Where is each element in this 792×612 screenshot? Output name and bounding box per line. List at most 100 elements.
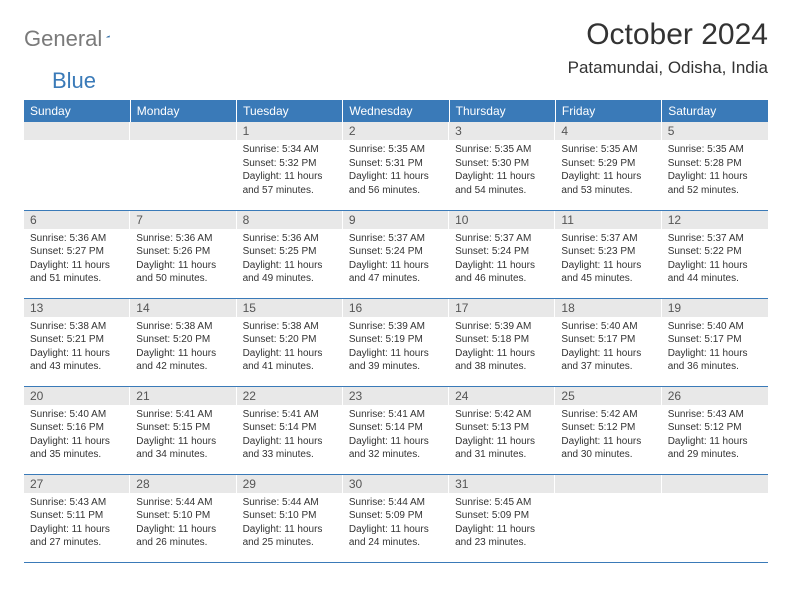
weekday-row: SundayMondayTuesdayWednesdayThursdayFrid… [24, 100, 768, 122]
day-body: Sunrise: 5:35 AMSunset: 5:29 PMDaylight:… [555, 140, 661, 201]
day-body: Sunrise: 5:44 AMSunset: 5:09 PMDaylight:… [343, 493, 449, 554]
calendar-cell [555, 474, 661, 562]
day-body: Sunrise: 5:38 AMSunset: 5:20 PMDaylight:… [237, 317, 343, 378]
calendar-cell: 25Sunrise: 5:42 AMSunset: 5:12 PMDayligh… [555, 386, 661, 474]
day-body: Sunrise: 5:40 AMSunset: 5:16 PMDaylight:… [24, 405, 130, 466]
day-body: Sunrise: 5:37 AMSunset: 5:23 PMDaylight:… [555, 229, 661, 290]
day-body: Sunrise: 5:45 AMSunset: 5:09 PMDaylight:… [449, 493, 555, 554]
day-number: 13 [24, 299, 130, 317]
day-number: 30 [343, 475, 449, 493]
calendar-cell [24, 122, 130, 210]
day-number: 9 [343, 211, 449, 229]
day-number: 7 [130, 211, 236, 229]
weekday-header: Monday [130, 100, 236, 122]
day-number: 24 [449, 387, 555, 405]
logo-blue-text: Blue [52, 68, 96, 94]
day-body: Sunrise: 5:36 AMSunset: 5:27 PMDaylight:… [24, 229, 130, 290]
day-number: 3 [449, 122, 555, 140]
calendar-cell: 13Sunrise: 5:38 AMSunset: 5:21 PMDayligh… [24, 298, 130, 386]
calendar-cell: 4Sunrise: 5:35 AMSunset: 5:29 PMDaylight… [555, 122, 661, 210]
day-body [24, 140, 130, 147]
weekday-header: Tuesday [237, 100, 343, 122]
day-body: Sunrise: 5:36 AMSunset: 5:25 PMDaylight:… [237, 229, 343, 290]
day-number: 8 [237, 211, 343, 229]
day-body: Sunrise: 5:35 AMSunset: 5:28 PMDaylight:… [662, 140, 768, 201]
month-title: October 2024 [568, 18, 768, 52]
calendar-cell: 6Sunrise: 5:36 AMSunset: 5:27 PMDaylight… [24, 210, 130, 298]
calendar-cell: 5Sunrise: 5:35 AMSunset: 5:28 PMDaylight… [662, 122, 768, 210]
calendar-cell: 12Sunrise: 5:37 AMSunset: 5:22 PMDayligh… [662, 210, 768, 298]
day-body: Sunrise: 5:37 AMSunset: 5:24 PMDaylight:… [343, 229, 449, 290]
day-number: 25 [555, 387, 661, 405]
day-body: Sunrise: 5:38 AMSunset: 5:21 PMDaylight:… [24, 317, 130, 378]
day-body: Sunrise: 5:34 AMSunset: 5:32 PMDaylight:… [237, 140, 343, 201]
calendar-cell: 22Sunrise: 5:41 AMSunset: 5:14 PMDayligh… [237, 386, 343, 474]
day-number: 2 [343, 122, 449, 140]
day-body: Sunrise: 5:40 AMSunset: 5:17 PMDaylight:… [555, 317, 661, 378]
calendar-cell: 16Sunrise: 5:39 AMSunset: 5:19 PMDayligh… [343, 298, 449, 386]
day-number: 4 [555, 122, 661, 140]
calendar-cell: 31Sunrise: 5:45 AMSunset: 5:09 PMDayligh… [449, 474, 555, 562]
calendar-cell: 2Sunrise: 5:35 AMSunset: 5:31 PMDaylight… [343, 122, 449, 210]
calendar-head: SundayMondayTuesdayWednesdayThursdayFrid… [24, 100, 768, 122]
calendar-cell: 26Sunrise: 5:43 AMSunset: 5:12 PMDayligh… [662, 386, 768, 474]
day-number: 22 [237, 387, 343, 405]
weekday-header: Wednesday [343, 100, 449, 122]
calendar-cell: 14Sunrise: 5:38 AMSunset: 5:20 PMDayligh… [130, 298, 236, 386]
calendar-row: 20Sunrise: 5:40 AMSunset: 5:16 PMDayligh… [24, 386, 768, 474]
day-number: 26 [662, 387, 768, 405]
logo: General [24, 18, 130, 52]
day-body: Sunrise: 5:39 AMSunset: 5:19 PMDaylight:… [343, 317, 449, 378]
calendar-cell: 28Sunrise: 5:44 AMSunset: 5:10 PMDayligh… [130, 474, 236, 562]
day-number: 21 [130, 387, 236, 405]
day-body: Sunrise: 5:43 AMSunset: 5:12 PMDaylight:… [662, 405, 768, 466]
calendar-cell: 1Sunrise: 5:34 AMSunset: 5:32 PMDaylight… [237, 122, 343, 210]
day-number [662, 475, 768, 493]
day-body: Sunrise: 5:40 AMSunset: 5:17 PMDaylight:… [662, 317, 768, 378]
weekday-header: Sunday [24, 100, 130, 122]
day-body: Sunrise: 5:41 AMSunset: 5:14 PMDaylight:… [237, 405, 343, 466]
day-number: 19 [662, 299, 768, 317]
day-body: Sunrise: 5:39 AMSunset: 5:18 PMDaylight:… [449, 317, 555, 378]
calendar-row: 1Sunrise: 5:34 AMSunset: 5:32 PMDaylight… [24, 122, 768, 210]
day-number: 14 [130, 299, 236, 317]
calendar-body: 1Sunrise: 5:34 AMSunset: 5:32 PMDaylight… [24, 122, 768, 562]
calendar-cell: 8Sunrise: 5:36 AMSunset: 5:25 PMDaylight… [237, 210, 343, 298]
day-body: Sunrise: 5:42 AMSunset: 5:12 PMDaylight:… [555, 405, 661, 466]
logo-triangle-icon [106, 28, 110, 44]
logo-gray-text: General [24, 26, 102, 52]
day-number: 17 [449, 299, 555, 317]
day-number [130, 122, 236, 140]
calendar-row: 13Sunrise: 5:38 AMSunset: 5:21 PMDayligh… [24, 298, 768, 386]
day-number: 31 [449, 475, 555, 493]
day-number: 5 [662, 122, 768, 140]
day-number: 1 [237, 122, 343, 140]
day-number: 20 [24, 387, 130, 405]
day-body: Sunrise: 5:44 AMSunset: 5:10 PMDaylight:… [130, 493, 236, 554]
calendar-row: 27Sunrise: 5:43 AMSunset: 5:11 PMDayligh… [24, 474, 768, 562]
day-number [24, 122, 130, 140]
day-body: Sunrise: 5:37 AMSunset: 5:24 PMDaylight:… [449, 229, 555, 290]
calendar-cell: 18Sunrise: 5:40 AMSunset: 5:17 PMDayligh… [555, 298, 661, 386]
calendar-cell: 30Sunrise: 5:44 AMSunset: 5:09 PMDayligh… [343, 474, 449, 562]
day-body: Sunrise: 5:42 AMSunset: 5:13 PMDaylight:… [449, 405, 555, 466]
day-body: Sunrise: 5:41 AMSunset: 5:15 PMDaylight:… [130, 405, 236, 466]
weekday-header: Saturday [662, 100, 768, 122]
calendar-cell: 23Sunrise: 5:41 AMSunset: 5:14 PMDayligh… [343, 386, 449, 474]
day-number: 15 [237, 299, 343, 317]
day-number: 18 [555, 299, 661, 317]
calendar-cell [662, 474, 768, 562]
calendar-cell: 15Sunrise: 5:38 AMSunset: 5:20 PMDayligh… [237, 298, 343, 386]
day-body [130, 140, 236, 147]
weekday-header: Thursday [449, 100, 555, 122]
day-number: 11 [555, 211, 661, 229]
calendar-cell: 10Sunrise: 5:37 AMSunset: 5:24 PMDayligh… [449, 210, 555, 298]
weekday-header: Friday [555, 100, 661, 122]
day-number: 29 [237, 475, 343, 493]
calendar-cell: 21Sunrise: 5:41 AMSunset: 5:15 PMDayligh… [130, 386, 236, 474]
calendar-row: 6Sunrise: 5:36 AMSunset: 5:27 PMDaylight… [24, 210, 768, 298]
day-number: 12 [662, 211, 768, 229]
day-body: Sunrise: 5:36 AMSunset: 5:26 PMDaylight:… [130, 229, 236, 290]
calendar-cell: 29Sunrise: 5:44 AMSunset: 5:10 PMDayligh… [237, 474, 343, 562]
day-number: 27 [24, 475, 130, 493]
